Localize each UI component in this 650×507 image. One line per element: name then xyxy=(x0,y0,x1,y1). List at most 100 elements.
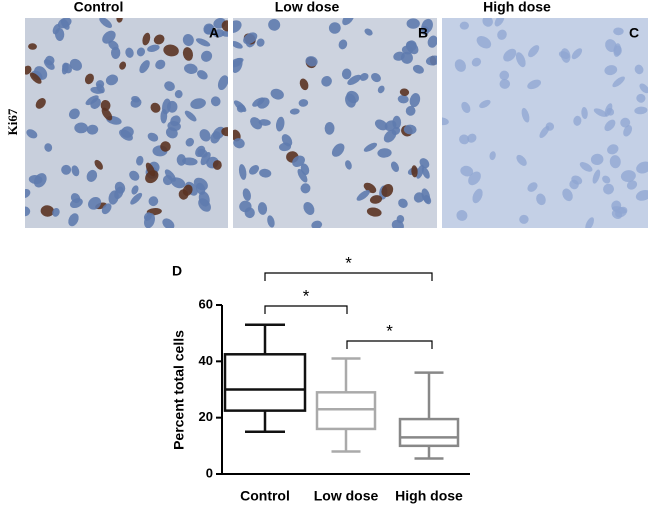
nucleus xyxy=(136,47,146,57)
nucleus xyxy=(585,217,594,228)
nucleus xyxy=(200,151,211,166)
nucleus xyxy=(267,215,275,228)
nucleus xyxy=(33,173,47,188)
box xyxy=(223,353,307,412)
nucleus xyxy=(639,83,648,94)
nucleus xyxy=(476,35,492,49)
panel-letter: A xyxy=(209,25,219,41)
nucleus xyxy=(527,182,538,192)
nucleus xyxy=(198,191,210,207)
y-tick-label: 20 xyxy=(199,409,213,424)
micrograph xyxy=(442,18,648,228)
nucleus xyxy=(162,218,175,228)
nucleus xyxy=(43,59,55,70)
nucleus xyxy=(371,73,381,83)
nucleus xyxy=(303,202,315,215)
nucleus xyxy=(603,183,614,195)
nucleus xyxy=(167,121,181,132)
x-tick-label: High dose xyxy=(395,488,463,504)
nucleus xyxy=(195,38,211,47)
nucleus xyxy=(35,98,46,109)
nucleus xyxy=(116,18,123,23)
nucleus xyxy=(270,88,284,100)
nucleus xyxy=(398,198,408,208)
nucleus xyxy=(236,104,246,113)
nucleus xyxy=(210,131,221,144)
nucleus xyxy=(607,144,619,155)
nucleus xyxy=(341,68,352,80)
nucleus xyxy=(61,63,69,75)
significance-bracket xyxy=(346,340,433,349)
nucleus xyxy=(25,188,31,199)
nucleus xyxy=(233,41,243,49)
panel-letter: B xyxy=(418,25,428,41)
nucleus xyxy=(129,170,140,181)
nucleus xyxy=(94,159,103,170)
nucleus xyxy=(52,207,60,217)
nucleus xyxy=(626,180,638,190)
nucleus xyxy=(635,189,648,201)
nucleus xyxy=(459,21,469,30)
nucleus xyxy=(613,43,622,57)
nucleus xyxy=(442,117,449,126)
nucleus xyxy=(281,134,293,147)
nucleus xyxy=(242,188,252,201)
micrographs: Control A Low dose B High dose C xyxy=(25,0,648,228)
nucleus xyxy=(536,193,546,206)
nucleus xyxy=(90,97,101,109)
nucleus xyxy=(604,119,616,132)
x-tick-label: Control xyxy=(240,488,290,504)
nucleus xyxy=(454,59,466,72)
nucleus xyxy=(459,134,470,145)
nucleus xyxy=(130,98,142,108)
nucleus xyxy=(221,20,228,32)
nucleus xyxy=(182,34,194,46)
nucleus xyxy=(377,148,392,158)
nucleus xyxy=(479,99,491,109)
nucleus xyxy=(145,162,156,177)
micrograph xyxy=(25,18,228,228)
nucleus xyxy=(342,18,355,26)
nucleus xyxy=(366,207,382,217)
nucleus xyxy=(52,23,61,35)
nucleus xyxy=(611,200,622,212)
significance-bracket xyxy=(264,272,433,281)
nucleus xyxy=(409,93,421,108)
nucleus xyxy=(148,196,159,207)
nucleus xyxy=(604,103,613,117)
nucleus xyxy=(300,183,311,194)
nucleus xyxy=(634,64,644,75)
nucleus xyxy=(136,155,144,166)
nucleus xyxy=(403,124,417,135)
nucleus xyxy=(620,170,636,182)
box xyxy=(398,417,460,448)
nucleus xyxy=(499,79,511,89)
nucleus xyxy=(460,165,474,177)
nucleus xyxy=(482,18,493,27)
nucleus xyxy=(467,133,477,143)
nucleus xyxy=(356,190,370,201)
nucleus xyxy=(456,210,468,221)
nucleus xyxy=(150,102,161,113)
nucleus xyxy=(174,90,183,99)
nucleus xyxy=(425,55,437,66)
nucleus xyxy=(527,79,542,90)
panel-title: High dose xyxy=(483,0,551,15)
nucleus xyxy=(197,70,208,80)
y-tick-label: 40 xyxy=(199,353,213,368)
nucleus xyxy=(139,60,150,74)
nucleus xyxy=(363,142,378,152)
nucleus xyxy=(620,117,631,128)
nucleus xyxy=(528,45,540,58)
nucleus xyxy=(377,85,385,94)
nucleus xyxy=(634,106,648,115)
nucleus xyxy=(101,203,112,215)
nucleus xyxy=(44,143,53,152)
nucleus xyxy=(331,143,345,157)
nucleus xyxy=(560,48,571,63)
nucleus xyxy=(461,101,471,114)
nucleus xyxy=(250,117,263,130)
nucleus xyxy=(40,205,55,217)
